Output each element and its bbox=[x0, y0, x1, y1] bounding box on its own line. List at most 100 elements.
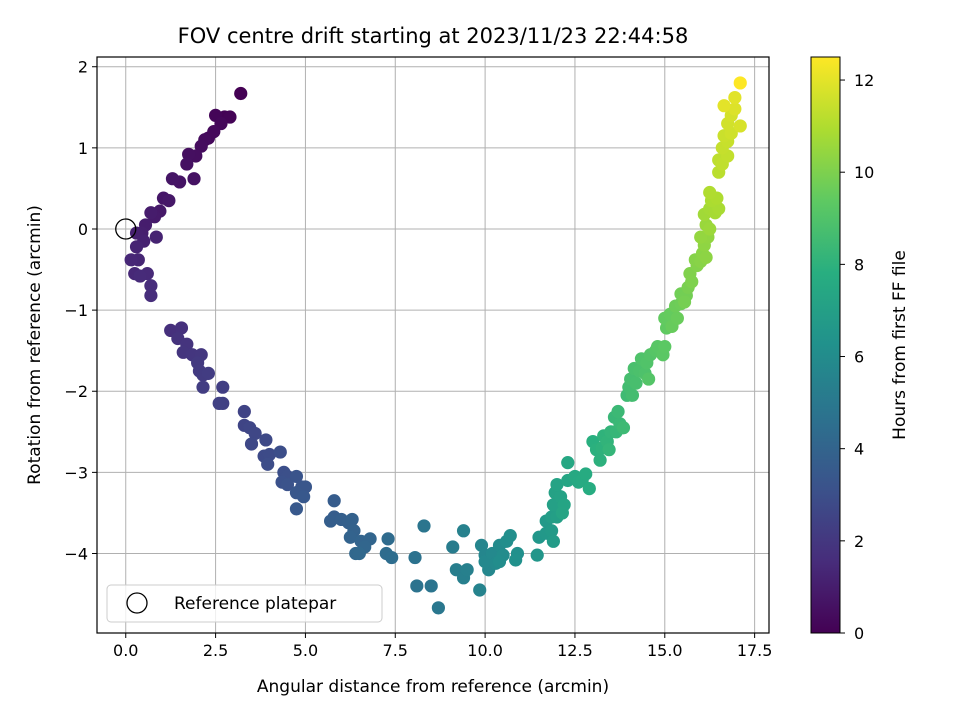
data-point bbox=[352, 546, 366, 561]
data-point bbox=[424, 579, 438, 593]
data-point bbox=[677, 295, 692, 309]
y-axis-label: Rotation from reference (arcmin) bbox=[25, 205, 45, 485]
data-point bbox=[297, 490, 311, 504]
data-point bbox=[289, 502, 304, 516]
data-point bbox=[385, 550, 399, 565]
data-point bbox=[323, 514, 338, 528]
data-point bbox=[555, 506, 569, 520]
legend-marker-reference bbox=[126, 592, 148, 614]
data-point bbox=[446, 540, 460, 554]
data-point bbox=[733, 119, 747, 133]
data-point bbox=[194, 139, 208, 153]
data-point bbox=[431, 601, 445, 615]
data-point bbox=[492, 555, 507, 569]
data-point bbox=[381, 532, 395, 546]
data-point bbox=[273, 445, 287, 459]
colorbar-ticks: 0 2 4 6 8 10 12 bbox=[840, 71, 874, 643]
data-point bbox=[473, 583, 487, 597]
data-point bbox=[579, 467, 593, 481]
data-point bbox=[129, 240, 144, 254]
data-point bbox=[728, 102, 742, 116]
reference-platepar-marker bbox=[115, 218, 137, 240]
colorbar-tick-label: 0 bbox=[854, 624, 864, 643]
data-point bbox=[248, 426, 262, 441]
x-tick-label: 0.0 bbox=[113, 641, 138, 660]
y-tick-label: −2 bbox=[64, 382, 88, 401]
data-point bbox=[327, 494, 341, 508]
data-point bbox=[561, 456, 575, 470]
data-point bbox=[280, 477, 295, 492]
data-point bbox=[460, 563, 474, 577]
data-point bbox=[602, 443, 616, 457]
data-point bbox=[611, 404, 625, 419]
legend: Reference platepar bbox=[106, 584, 383, 623]
colorbar-tick-label: 4 bbox=[854, 440, 864, 459]
data-point bbox=[658, 340, 672, 354]
data-point bbox=[133, 269, 147, 283]
data-point bbox=[187, 172, 201, 186]
data-point bbox=[261, 457, 275, 471]
data-point bbox=[417, 519, 431, 533]
data-point bbox=[733, 76, 747, 90]
data-point bbox=[259, 433, 273, 447]
data-point bbox=[408, 550, 422, 565]
colorbar-label: Hours from first FF file bbox=[890, 250, 910, 440]
data-point bbox=[456, 524, 471, 538]
data-point bbox=[616, 421, 631, 435]
x-tick-label: 15.0 bbox=[647, 641, 683, 660]
data-point bbox=[144, 206, 158, 220]
data-point bbox=[216, 380, 230, 394]
data-point bbox=[149, 230, 163, 244]
colorbar-tick-label: 6 bbox=[854, 348, 864, 367]
plot-frame bbox=[96, 56, 770, 634]
data-point bbox=[629, 376, 643, 390]
y-tick-label: −1 bbox=[64, 301, 88, 320]
x-tick-label: 17.5 bbox=[737, 641, 773, 660]
data-point bbox=[509, 553, 523, 567]
data-point bbox=[544, 524, 559, 538]
x-tick-label: 12.5 bbox=[557, 641, 593, 660]
data-point bbox=[244, 437, 259, 451]
data-point bbox=[503, 529, 517, 543]
legend-box bbox=[106, 584, 383, 623]
y-tick-label: −3 bbox=[64, 463, 88, 482]
colorbar-tick-label: 10 bbox=[854, 163, 874, 182]
scatter-points bbox=[124, 76, 747, 615]
data-point bbox=[694, 230, 708, 244]
data-point bbox=[343, 530, 357, 544]
data-point bbox=[262, 447, 277, 462]
colorbar: 0 2 4 6 8 10 12 Hours from first FF file bbox=[810, 56, 910, 643]
data-point bbox=[144, 288, 158, 303]
data-point bbox=[550, 477, 564, 492]
data-point bbox=[546, 534, 560, 548]
y-tick-label: 2 bbox=[78, 58, 88, 77]
data-point bbox=[703, 222, 717, 236]
data-point bbox=[162, 193, 176, 208]
data-point bbox=[144, 279, 158, 293]
data-point bbox=[174, 321, 189, 335]
data-point bbox=[201, 366, 216, 380]
data-point bbox=[212, 396, 226, 411]
data-point bbox=[410, 579, 424, 593]
colorbar-tick-label: 8 bbox=[854, 255, 864, 274]
data-point bbox=[717, 99, 731, 113]
x-tick-label: 10.0 bbox=[467, 641, 503, 660]
data-point bbox=[124, 253, 138, 267]
data-point bbox=[699, 250, 713, 264]
data-point bbox=[530, 548, 544, 562]
y-tick-label: −4 bbox=[64, 544, 88, 563]
colorbar-tick-label: 12 bbox=[854, 71, 874, 90]
data-point bbox=[593, 453, 607, 467]
data-point bbox=[582, 481, 596, 496]
data-point bbox=[728, 90, 742, 105]
data-point bbox=[625, 388, 640, 402]
x-tick-label: 7.5 bbox=[383, 641, 408, 660]
data-point bbox=[703, 185, 717, 200]
data-point bbox=[165, 172, 180, 186]
colorbar-gradient bbox=[810, 56, 841, 634]
data-point bbox=[180, 157, 194, 171]
y-tick-label: 0 bbox=[78, 220, 88, 239]
data-point bbox=[196, 380, 210, 394]
x-tick-label: 2.5 bbox=[203, 641, 228, 660]
